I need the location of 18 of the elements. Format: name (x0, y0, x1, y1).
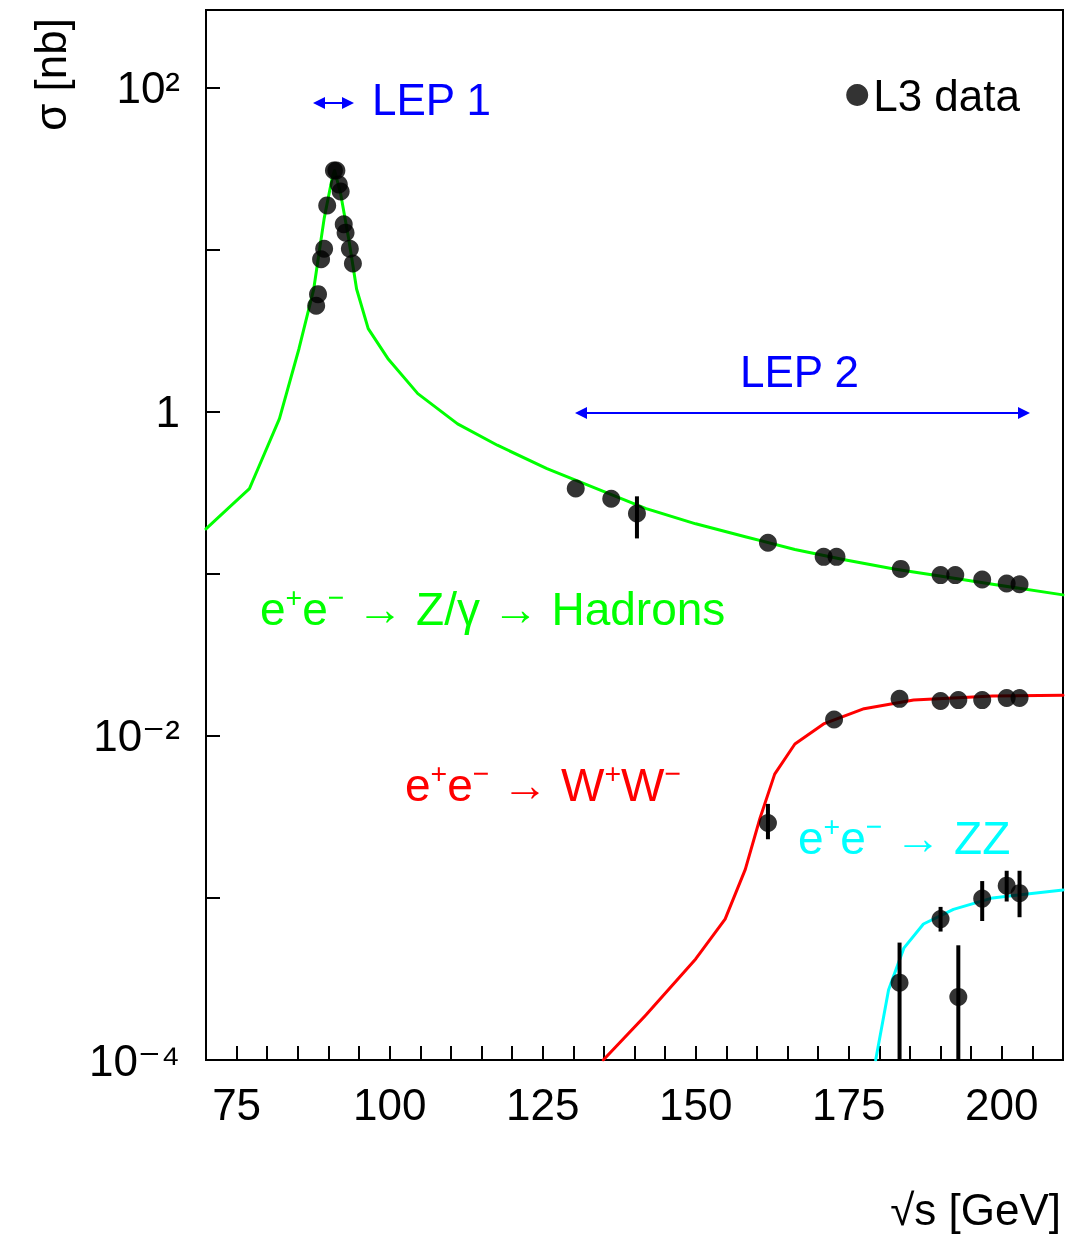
y-tick-label: 1 (155, 387, 180, 437)
x-tick-label: 200 (965, 1079, 1039, 1129)
series-label: e+e− → W+W− (405, 756, 682, 812)
x-axis-title: √s [GeV] (890, 1184, 1062, 1234)
y-tick-label: 10⁻⁴ (88, 1035, 180, 1085)
x-tick-label: 125 (505, 1079, 580, 1129)
y-tick-label: 10² (116, 62, 180, 112)
x-tick-label: 150 (659, 1079, 733, 1129)
annotation: LEP 2 (740, 346, 860, 396)
x-tick-label: 175 (812, 1079, 886, 1129)
x-tick-label: 100 (352, 1079, 427, 1129)
y-axis-title: σ [nb] (25, 17, 75, 131)
legend-label: L3 data (873, 70, 1021, 120)
x-tick-label: 75 (212, 1079, 262, 1129)
series-label: e+e− → ZZ (798, 809, 1011, 865)
annotation: LEP 1 (372, 74, 492, 124)
y-tick-label: 10⁻² (93, 711, 180, 761)
series-label: e+e− → Z/γ → Hadrons (260, 580, 726, 636)
